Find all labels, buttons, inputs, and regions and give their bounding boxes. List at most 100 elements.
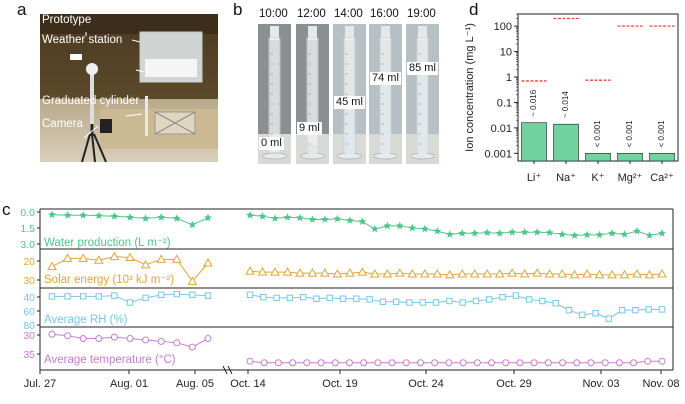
data-point [332,268,343,278]
data-point [545,228,554,237]
x-tick-label: Oct. 19 [322,378,357,390]
data-point [295,268,305,277]
data-point [142,336,150,344]
data-label: < 0.001 [593,120,602,147]
data-point [333,214,342,223]
cylinder-tube [306,37,319,157]
data-point [558,230,567,238]
data-point [569,269,580,279]
data-point [258,212,267,220]
data-point [508,228,517,236]
data-point [246,291,254,299]
data-point [619,269,630,279]
data-point [658,306,666,313]
data-point [394,268,405,277]
cylinder-water [418,69,427,154]
data-point [419,268,430,278]
data-point [270,267,280,276]
data-point [187,276,198,285]
label-prototype: Prototype [42,14,92,26]
data-point [488,359,496,367]
cylinder-illustration [406,24,439,164]
data-point [246,357,254,365]
series-line [249,294,662,320]
y-tick-label: 1.5 [20,223,35,235]
y-tick-label: 0.01 [491,123,512,135]
data-point [432,299,440,306]
data-point [605,315,613,322]
y-tick-label: 80 [23,320,35,332]
data-point [445,359,453,367]
data-point [126,335,134,343]
data-point [420,224,429,233]
volume-label: 45 ml [334,96,365,109]
data-point [618,306,626,314]
data-point [658,229,666,237]
data-point [482,268,493,278]
data-point [433,226,442,235]
data-point [520,228,529,236]
data-label: < 0.001 [657,120,666,147]
data-point [353,295,360,302]
data-point [516,359,524,367]
data-point [615,359,623,367]
data-point [582,268,592,278]
series-name: Solar energy (10³ kJ m⁻²) [44,274,174,286]
data-point [173,339,181,347]
bar [649,153,675,162]
data-point [573,359,581,367]
x-tick-label: Nov. 03 [582,378,619,390]
x-tick-label: Mg²⁺ [618,172,643,184]
x-tick-label: Oct. 24 [408,378,443,390]
data-point [630,359,638,367]
data-point [320,268,330,277]
ion-concentration-chart: 0.001 0.01 0.1 1 10 100 ~ 0.016 Li⁺ ~ 0.014 Na⁺ < … [464,13,679,184]
time-label: 16:00 [370,8,399,20]
data-point [94,211,103,220]
data-point [299,293,307,301]
series-name: Average RH (%) [44,314,128,326]
cylinder-illustration [333,24,366,164]
data-point [370,224,379,233]
data-point [271,214,279,222]
data-point [383,221,392,230]
data-point [632,268,642,278]
data-point [431,359,439,367]
data-point [331,359,339,367]
data-point [47,261,57,271]
data-point [473,359,481,367]
data-point [369,268,380,278]
data-point [156,254,167,263]
data-point [313,295,320,302]
data-point [126,213,134,221]
data-point [345,359,353,367]
cylinder-photo [369,24,402,164]
data-point [111,292,118,299]
data-point [203,257,213,267]
data-point [607,269,617,279]
data-point [472,297,480,305]
series-name: Water production (L m⁻²) [44,237,171,249]
x-tick-label: Oct. 14 [230,378,265,390]
cylinder-stopper [418,26,427,40]
data-label: ~ 0.016 [529,89,538,116]
panel-letter-c: c [2,200,11,219]
data-point [507,268,518,277]
cylinder-water [308,145,317,154]
bar [585,153,611,162]
data-point [126,299,134,306]
x-tick-label: Li⁺ [527,172,542,184]
data-point [158,291,165,299]
cylinder-stopper [270,26,279,40]
data-point [308,215,317,223]
series-name: Average temperature (°C) [44,354,176,366]
data-point [645,231,654,239]
time-label: 19:00 [407,8,436,20]
data-point [483,228,492,237]
y-tick-label: 35 [23,349,35,361]
data-point [64,332,72,340]
panel-letter-d: d [469,0,479,19]
x-tick-label: Na⁺ [556,172,576,184]
cylinder-base [262,152,287,160]
data-point [260,359,268,367]
